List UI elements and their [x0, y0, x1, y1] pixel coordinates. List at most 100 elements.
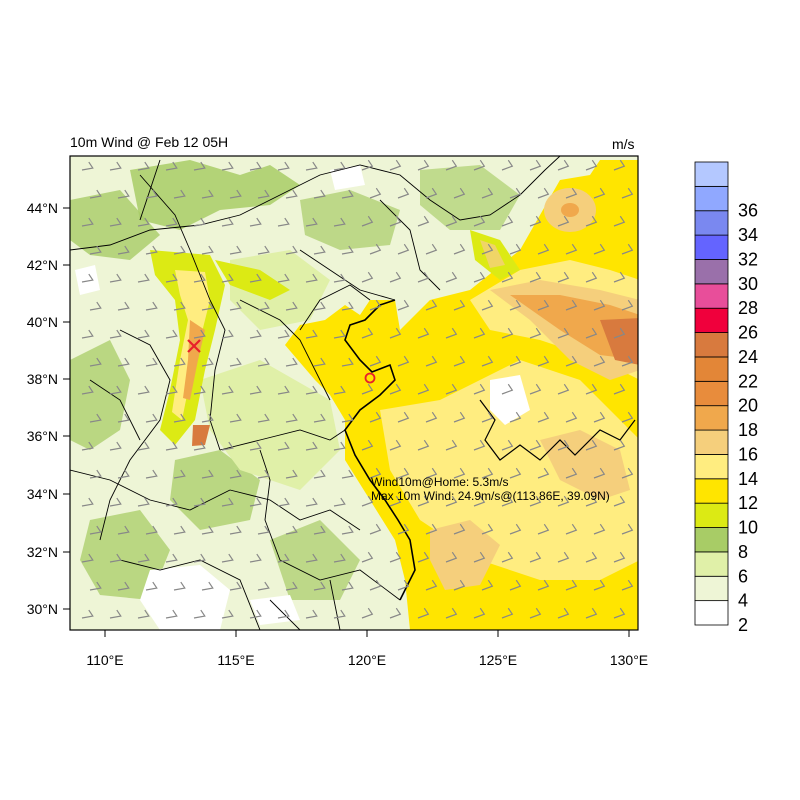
wind-barb — [565, 243, 578, 255]
wind-barb — [425, 411, 438, 423]
wind-barb — [145, 357, 158, 367]
wind-barb — [501, 383, 514, 395]
wind-zone-calm-northeast — [540, 160, 600, 180]
wind-barb — [109, 497, 122, 507]
wind-barb — [277, 161, 290, 171]
wind-barb — [193, 385, 206, 395]
wind-barb — [389, 495, 402, 507]
calm-zone-peninsula — [490, 375, 530, 425]
wind-barb — [201, 581, 214, 591]
wind-barb — [397, 187, 410, 199]
wind-barb — [389, 439, 402, 451]
colorbar-swatch — [694, 575, 729, 602]
wind-barb — [397, 467, 410, 479]
wind-barb — [501, 495, 514, 507]
wind-barb — [313, 357, 326, 367]
coastline-korea — [479, 399, 636, 461]
wind-barb — [557, 383, 570, 395]
wind-barb — [341, 189, 354, 199]
wind-barb — [201, 301, 214, 311]
wind-barb — [165, 329, 178, 339]
colorbar-swatch — [694, 405, 729, 431]
wind-barb — [229, 525, 242, 535]
wind-barb — [621, 411, 634, 423]
wind-barb — [145, 581, 158, 591]
wind-barb — [537, 187, 550, 199]
y-axis: 30°N 32°N 34°N 36°N 38°N 40°N 42°N 44°N — [27, 200, 70, 617]
wind-barb — [221, 329, 234, 339]
wind-barb — [613, 383, 626, 395]
max-wind-annotation: Max 10m Wind: 24.9m/s@(113.86E, 39.09N) — [371, 489, 610, 503]
wind-barb — [613, 215, 626, 227]
x-tick-label: 115°E — [217, 652, 254, 668]
wind-barbs — [81, 159, 634, 619]
wind-barb — [585, 327, 598, 339]
wind-barb — [473, 495, 486, 507]
wind-barb — [221, 161, 234, 171]
wind-barb — [361, 327, 374, 339]
wind-barb — [565, 467, 578, 479]
wind-barb — [445, 271, 458, 283]
wind-barb — [81, 385, 94, 395]
wind-barb — [109, 273, 122, 283]
wind-barb — [445, 607, 458, 619]
wind-barb — [221, 385, 234, 395]
wind-barb — [109, 161, 122, 171]
wind-barb — [341, 581, 354, 591]
colorbar-label: 8 — [738, 542, 748, 562]
wind-barb — [537, 579, 550, 591]
wind-barb — [557, 327, 570, 339]
wind-barb — [509, 299, 522, 311]
wind-barb — [529, 383, 542, 395]
wind-field: Wind10m@Home: 5.3m/s Max 10m Wind: 24.9m… — [70, 156, 638, 630]
colorbar-label: 20 — [738, 396, 758, 416]
wind-barb — [565, 299, 578, 311]
wind-barb — [361, 215, 374, 227]
wind-barb — [529, 271, 542, 283]
wind-barb — [193, 217, 206, 227]
wind-barb — [333, 273, 346, 283]
wind-barb — [593, 579, 606, 591]
wind-barb — [81, 161, 94, 171]
wind-barb — [473, 215, 486, 227]
wind-barb — [305, 161, 318, 171]
wind-zone-6-west — [70, 340, 130, 450]
wind-barb — [145, 245, 158, 255]
colorbar-swatch — [694, 185, 729, 212]
wind-barb — [285, 469, 298, 479]
wind-barb — [389, 607, 402, 619]
wind-barb — [397, 243, 410, 255]
wind-barb — [313, 581, 326, 591]
wind-barb — [537, 299, 550, 311]
wind-barb — [257, 581, 270, 591]
wind-barb — [193, 161, 206, 171]
colorbar-swatch — [694, 356, 729, 382]
wind-barb — [613, 327, 626, 339]
colorbar-label: 24 — [738, 347, 758, 367]
wind-barb — [481, 299, 494, 311]
colorbar-swatch — [694, 502, 729, 528]
wind-barb — [369, 523, 382, 535]
wind-barb — [621, 467, 634, 479]
wind-barb — [333, 385, 346, 395]
wind-barb — [613, 159, 626, 171]
wind-barb — [557, 215, 570, 227]
colorbar-label: 30 — [738, 274, 758, 294]
wind-barb — [565, 523, 578, 535]
wind-barb — [81, 273, 94, 283]
colorbar-label: 4 — [738, 591, 748, 611]
wind-barb — [193, 553, 206, 563]
wind-barb — [221, 553, 234, 563]
wind-barb — [425, 243, 438, 255]
wind-barb — [193, 497, 206, 507]
wind-barb — [229, 357, 242, 367]
wind-barb — [257, 189, 270, 199]
wind-zone-4-south — [200, 360, 340, 490]
wind-barb — [537, 355, 550, 367]
colorbar-label: 32 — [738, 249, 758, 269]
wind-barb — [229, 469, 242, 479]
x-tick-label: 130°E — [610, 652, 648, 668]
wind-barb — [165, 161, 178, 171]
wind-barb — [509, 467, 522, 479]
wind-barb — [229, 413, 242, 423]
